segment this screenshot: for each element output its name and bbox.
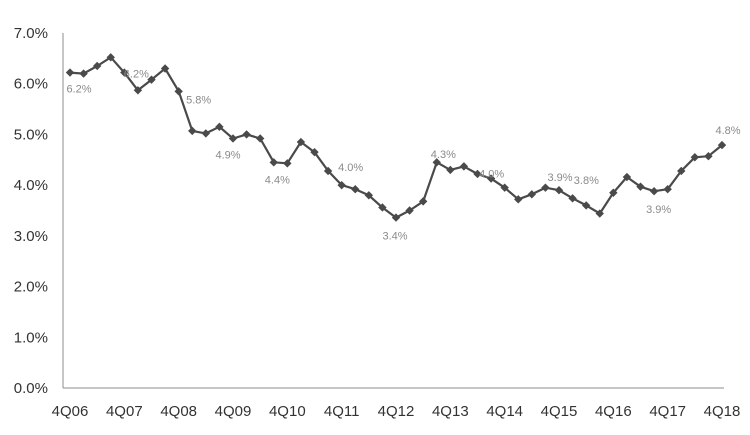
y-tick-label: 4.0%	[14, 177, 48, 194]
data-point	[310, 147, 319, 157]
data-point	[704, 152, 713, 161]
data-point	[269, 158, 278, 167]
x-tick-label: 4Q09	[215, 403, 252, 420]
data-point	[514, 195, 523, 204]
data-point	[391, 213, 401, 222]
data-point	[486, 174, 496, 183]
data-point	[717, 140, 727, 150]
data-point	[160, 64, 170, 73]
y-tick-label: 3.0%	[14, 228, 48, 245]
x-tick-label: 4Q07	[106, 403, 143, 420]
y-axis-tick-labels: 0.0% 1.0% 2.0% 3.0% 4.0% 5.0% 6.0% 7.0%	[14, 25, 48, 397]
x-tick-label: 4Q14	[486, 403, 523, 420]
data-label: 4.3%	[431, 149, 456, 161]
data-point	[296, 137, 306, 147]
data-point	[432, 158, 441, 167]
data-point	[581, 201, 591, 210]
y-tick-label: 1.0%	[14, 329, 48, 346]
data-point	[527, 190, 537, 199]
data-point	[201, 129, 211, 138]
x-tick-label: 4Q06	[52, 403, 89, 420]
data-point	[541, 183, 550, 192]
data-point	[79, 69, 88, 78]
y-tick-label: 6.0%	[14, 76, 48, 93]
data-point	[677, 166, 686, 176]
y-tick-label: 7.0%	[14, 25, 48, 42]
data-point	[595, 209, 604, 218]
data-point	[242, 130, 251, 139]
data-point	[649, 187, 659, 196]
data-label: 3.8%	[574, 175, 599, 187]
data-label: 6.2%	[124, 69, 149, 81]
x-tick-label: 4Q17	[649, 403, 686, 420]
data-label: 3.9%	[646, 204, 671, 216]
data-point	[418, 197, 428, 206]
data-point	[174, 87, 183, 96]
data-label: 4.9%	[215, 149, 240, 161]
data-point	[500, 183, 509, 192]
data-point	[473, 169, 482, 179]
data-label: 4.4%	[265, 174, 290, 186]
data-point	[459, 162, 469, 171]
data-point	[147, 75, 156, 84]
x-tick-label: 4Q08	[160, 403, 197, 420]
x-tick-label: 4Q10	[269, 403, 306, 420]
data-point	[337, 180, 346, 190]
x-tick-label: 4Q13	[432, 403, 469, 420]
data-point	[215, 122, 224, 132]
data-point	[364, 191, 374, 200]
data-point	[622, 172, 632, 182]
data-point	[568, 194, 577, 203]
x-tick-label: 4Q16	[595, 403, 632, 420]
data-point	[323, 166, 333, 176]
data-point	[65, 68, 75, 77]
data-label: 4.0%	[479, 169, 504, 181]
data-point	[663, 185, 672, 194]
x-tick-label: 4Q15	[541, 403, 578, 420]
data-point	[92, 61, 102, 71]
data-label: 4.0%	[338, 162, 363, 174]
x-tick-label: 4Q18	[704, 403, 741, 420]
series-line	[69, 56, 723, 219]
data-label: 6.2%	[66, 84, 91, 96]
x-tick-label: 4Q12	[378, 403, 415, 420]
data-label: 5.8%	[186, 94, 211, 106]
data-point	[609, 188, 618, 197]
data-point	[188, 126, 197, 136]
data-point	[554, 186, 564, 195]
data-point	[133, 86, 143, 95]
data-point	[255, 134, 265, 143]
data-point	[106, 53, 115, 62]
data-label: 4.8%	[715, 125, 740, 137]
data-point	[405, 206, 414, 215]
y-tick-label: 5.0%	[14, 126, 48, 143]
data-labels: 6.2% 6.2% 5.8% 4.9% 4.4% 4.0% 3.4% 4.3% 4.0% 3.9%…	[66, 69, 740, 243]
data-point	[120, 68, 129, 77]
data-points	[65, 53, 727, 222]
data-point	[446, 165, 455, 175]
data-point	[351, 185, 360, 194]
data-point	[228, 134, 238, 143]
data-point	[283, 159, 292, 168]
data-label: 3.4%	[382, 231, 407, 243]
data-point	[690, 153, 700, 162]
data-point	[378, 203, 387, 212]
y-tick-label: 2.0%	[14, 279, 48, 296]
x-tick-label: 4Q11	[324, 403, 360, 420]
y-tick-label: 0.0%	[14, 380, 48, 397]
x-axis-tick-labels: 4Q06 4Q07 4Q08 4Q09 4Q10 4Q11 4Q12 4Q13 4Q14 4Q15…	[52, 403, 741, 420]
data-label: 3.9%	[547, 172, 572, 184]
data-point	[636, 182, 645, 191]
